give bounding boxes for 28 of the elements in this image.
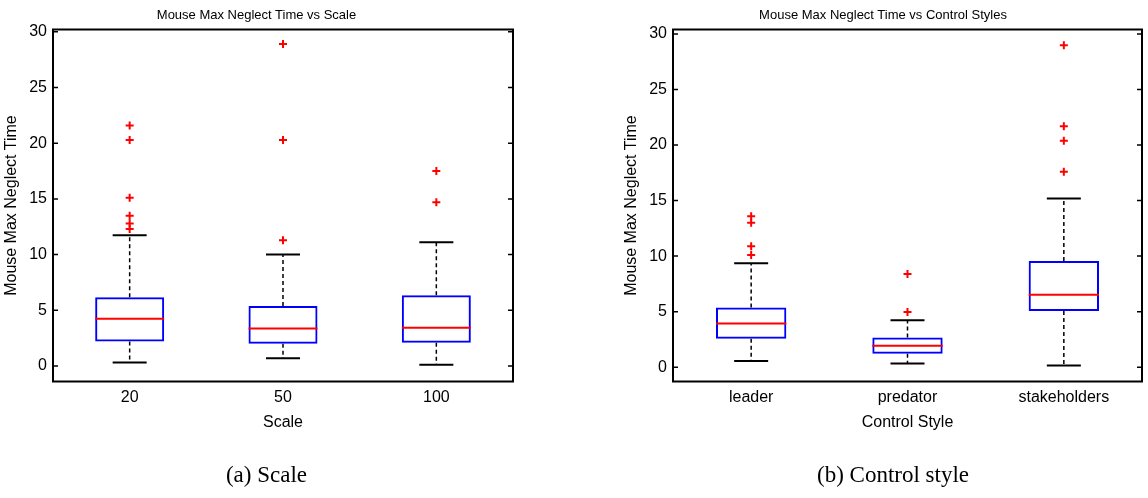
y-axis-title: Mouse Max Neglect Time [622, 115, 640, 296]
y-axis-title: Mouse Max Neglect Time [2, 115, 20, 296]
y-tick-label: 20 [29, 133, 48, 151]
x-tick-label: 100 [422, 387, 450, 405]
y-tick-label: 30 [29, 22, 48, 40]
x-tick-label: leader [728, 387, 775, 405]
y-tick-label: 5 [658, 302, 668, 320]
x-tick-label: 50 [274, 387, 292, 405]
y-tick-label: 10 [29, 245, 48, 263]
text: (a) Scale [224, 462, 309, 488]
y-tick-label: 20 [649, 135, 668, 153]
y-tick-label: 5 [38, 300, 48, 318]
y-tick-label: 25 [29, 77, 48, 95]
y-tick-label: 25 [649, 79, 668, 97]
text: (b) Control style [815, 462, 970, 488]
x-tick-label: stakeholders [1018, 387, 1110, 405]
y-tick-label: 10 [649, 246, 668, 264]
y-tick-label: 30 [649, 24, 668, 42]
y-tick-label: 15 [649, 191, 668, 209]
x-tick-label: predator [877, 387, 938, 405]
y-tick-label: 0 [658, 357, 668, 375]
y-tick-label: 15 [29, 189, 48, 207]
chart-title: Mouse Max Neglect Time vs Scale [156, 7, 357, 23]
y-tick-label: 0 [38, 356, 48, 374]
chart-title: Mouse Max Neglect Time vs Control Styles [759, 7, 1008, 23]
x-axis-title: Control Style [861, 412, 954, 430]
x-tick-label: 20 [120, 387, 139, 405]
x-axis-title: Scale [262, 412, 304, 430]
